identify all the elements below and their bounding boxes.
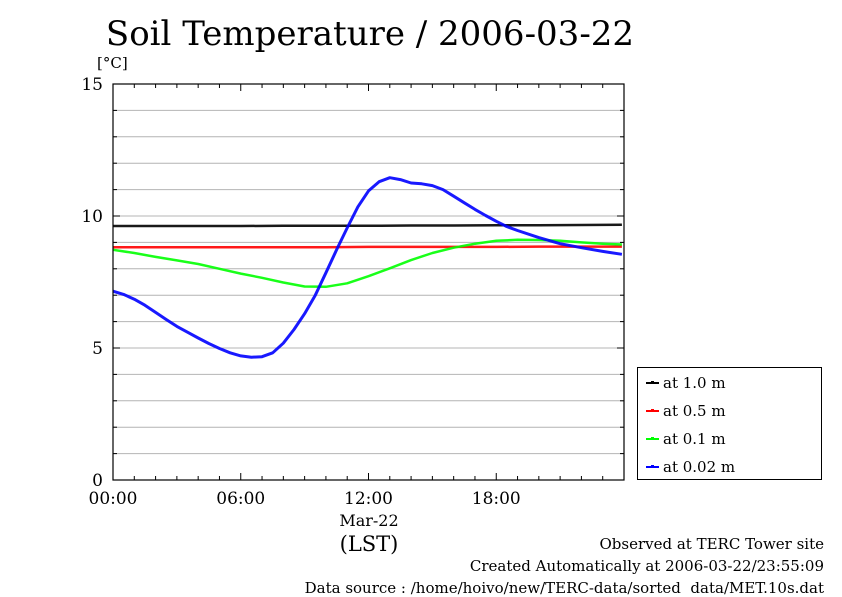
legend-item-0.5m: at 0.5 m (646, 401, 726, 421)
legend-item-0.02m: at 0.02 m (646, 457, 735, 477)
x-tick-label: 06:00 (216, 489, 265, 509)
x-tick-label: 12:00 (344, 489, 393, 509)
y-tick-label: 5 (92, 339, 103, 359)
series-line-3 (112, 238, 622, 289)
y-tick-label: 15 (81, 75, 103, 95)
legend-label: at 0.1 m (663, 430, 726, 448)
legend-item-1.0m: at 1.0 m (646, 373, 726, 393)
y-tick-label: 10 (81, 207, 103, 227)
legend-label: at 0.5 m (663, 402, 726, 420)
legend-swatch-black (646, 382, 659, 384)
legend-item-0.1m: at 0.1 m (646, 429, 726, 449)
date-label: Mar-22 (339, 511, 399, 530)
legend: at 1.0 m at 0.5 m at 0.1 m at 0.02 m (637, 367, 822, 480)
series-line-4 (112, 176, 623, 359)
footer-data-source: Data source : /home/hoivo/new/TERC-data/… (304, 579, 824, 597)
chart-title: Soil Temperature / 2006-03-22 (105, 14, 635, 54)
footer-created: Created Automatically at 2006-03-22/23:5… (469, 557, 824, 575)
footer-observed: Observed at TERC Tower site (599, 535, 824, 553)
legend-swatch-green (646, 438, 659, 440)
plot-frame (112, 83, 625, 481)
y-tick-label: 0 (92, 471, 103, 491)
legend-label: at 1.0 m (663, 374, 726, 392)
x-tick-label: 00:00 (89, 489, 138, 509)
y-axis-unit-label: [°C] (97, 54, 128, 72)
x-axis-label: (LST) (339, 532, 399, 556)
series-line-1 (113, 223, 622, 228)
series-line-2 (113, 245, 622, 249)
legend-swatch-red (646, 410, 659, 412)
legend-swatch-blue (646, 466, 659, 468)
x-tick-label: 18:00 (472, 489, 521, 509)
legend-label: at 0.02 m (663, 458, 736, 476)
